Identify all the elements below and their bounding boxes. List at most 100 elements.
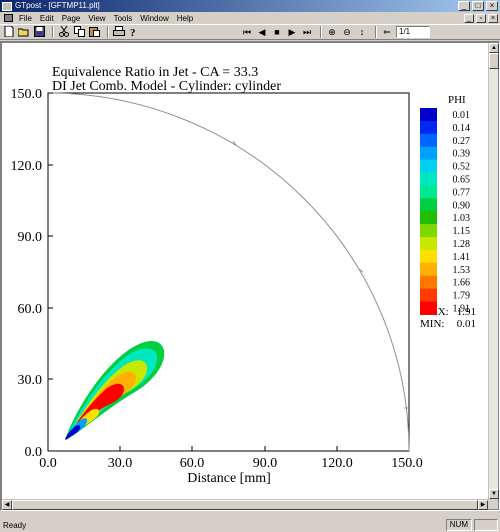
app-icon [2, 1, 12, 11]
legend-swatch [420, 172, 437, 186]
play-button[interactable]: ▶ [288, 27, 296, 37]
legend-level-label: 0.52 [453, 162, 471, 173]
status-text: Ready [3, 520, 27, 530]
horizontal-scrollbar[interactable]: ◀ ▶ [2, 499, 488, 510]
menu-window[interactable]: Window [140, 13, 169, 23]
size-grip[interactable] [488, 499, 498, 509]
plot-document: Equivalence Ratio in Jet - CA = 33.3 DI … [2, 43, 499, 510]
back-button[interactable]: ⇐ [383, 27, 391, 37]
vertical-scroll-thumb[interactable] [489, 53, 499, 69]
scroll-left-icon[interactable]: ◀ [2, 500, 12, 510]
max-value: 1.91 [457, 306, 476, 318]
doc-minimize-button[interactable]: _ [464, 13, 474, 23]
scroll-down-icon[interactable]: ▼ [489, 489, 499, 499]
save-icon[interactable] [33, 26, 45, 38]
legend-swatch [420, 108, 437, 122]
new-icon[interactable] [3, 25, 15, 38]
cut-icon[interactable] [58, 25, 70, 38]
jet-plume [65, 340, 165, 440]
cylinder-wall-tick [358, 268, 364, 273]
legend-level-label: 0.77 [453, 187, 471, 198]
x-tick-label: 30.0 [108, 456, 133, 471]
scroll-right-icon[interactable]: ▶ [478, 500, 488, 510]
scroll-up-icon[interactable]: ▲ [489, 43, 499, 53]
y-tick-label: 60.0 [18, 302, 43, 317]
y-axis: 150.0 120.0 90.0 60.0 30.0 0.0 [11, 87, 53, 460]
stop-button[interactable]: ■ [274, 27, 280, 37]
legend-swatch [420, 198, 437, 212]
legend-level-label: 1.03 [453, 213, 471, 224]
open-icon[interactable] [17, 26, 30, 38]
window-title: GTpost - [GFTMP11.plt] [15, 1, 100, 10]
plot-frame [47, 92, 410, 452]
title-bar: GTpost - [GFTMP11.plt] _ □ × [0, 0, 500, 12]
legend-level-label: 1.79 [453, 291, 471, 302]
x-tick-label: 0.0 [39, 456, 57, 471]
zoom-out-button[interactable]: ⊖ [343, 27, 351, 37]
legend-swatch [420, 249, 437, 264]
menu-file[interactable]: File [19, 13, 32, 23]
mdi-client-area: Equivalence Ratio in Jet - CA = 33.3 DI … [0, 41, 500, 511]
y-tick-label: 30.0 [18, 373, 43, 388]
legend-swatch [420, 288, 437, 302]
last-frame-button[interactable]: ⏭ [302, 27, 312, 37]
legend-title: PHI [448, 94, 466, 106]
close-button[interactable]: × [486, 1, 498, 11]
zoom-in-button[interactable]: ⊕ [328, 27, 336, 37]
legend-level-label: 0.01 [453, 110, 471, 121]
print-icon[interactable] [113, 26, 125, 38]
menu-edit[interactable]: Edit [39, 13, 54, 23]
color-legend: PHI MAX: 1.91 MIN: 0.01 0.010.140.270.39… [420, 94, 476, 330]
cylinder-wall-tick [232, 140, 237, 146]
help-icon[interactable]: ? [128, 26, 140, 39]
prev-frame-button[interactable]: ◀ [258, 27, 266, 37]
x-axis-label: Distance [mm] [187, 471, 271, 486]
menu-page[interactable]: Page [61, 13, 81, 23]
first-frame-button[interactable]: ⏮ [242, 27, 252, 37]
menu-help[interactable]: Help [176, 13, 194, 23]
maximize-button[interactable]: □ [472, 1, 484, 11]
legend-swatch [420, 275, 437, 290]
status-panel-empty [474, 519, 498, 531]
x-tick-label: 150.0 [391, 456, 423, 471]
plot-canvas: Equivalence Ratio in Jet - CA = 33.3 DI … [11, 65, 477, 486]
plot-subtitle: DI Jet Comb. Model - Cylinder: cylinder [52, 79, 281, 94]
x-tick-label: 120.0 [321, 456, 353, 471]
menu-view[interactable]: View [88, 13, 106, 23]
vertical-scrollbar[interactable]: ▲ ▼ [488, 43, 499, 499]
legend-level-label: 1.66 [453, 278, 471, 289]
legend-level-label: 0.27 [453, 136, 471, 147]
legend-swatch [420, 146, 437, 161]
min-value: 0.01 [457, 318, 476, 330]
copy-icon[interactable] [73, 26, 85, 38]
legend-swatch [420, 224, 437, 238]
cylinder-wall [47, 92, 410, 452]
legend-swatch [420, 237, 437, 251]
page-number-field[interactable]: 1/1 [396, 26, 430, 38]
num-lock-indicator: NUM [445, 519, 472, 531]
minimize-button[interactable]: _ [458, 1, 470, 11]
legend-level-label: 1.53 [453, 265, 471, 276]
legend-swatch [420, 262, 437, 277]
legend-level-label: 0.39 [453, 149, 471, 160]
legend-level-label: 0.90 [453, 200, 471, 211]
paste-icon[interactable] [88, 26, 100, 38]
legend-swatch [420, 133, 437, 148]
legend-swatch [420, 120, 437, 135]
legend-level-label: 0.65 [453, 175, 471, 186]
legend-swatch [420, 301, 437, 315]
menu-bar: File Edit Page View Tools Window Help _ … [0, 12, 500, 24]
menu-tools[interactable]: Tools [113, 13, 133, 23]
legend-level-label: 1.28 [453, 239, 471, 250]
horizontal-scroll-thumb[interactable] [12, 500, 478, 510]
document-icon[interactable] [4, 14, 13, 22]
y-tick-label: 150.0 [11, 87, 43, 102]
doc-close-button[interactable]: × [488, 13, 498, 23]
status-bar: Ready NUM [0, 518, 500, 532]
legend-level-label: 1.15 [453, 226, 471, 237]
fit-button[interactable]: ↕ [359, 27, 365, 37]
legend-swatch [420, 211, 437, 225]
legend-swatch [420, 159, 437, 173]
y-tick-label: 0.0 [25, 445, 43, 460]
doc-restore-button[interactable]: ▫ [476, 13, 486, 23]
